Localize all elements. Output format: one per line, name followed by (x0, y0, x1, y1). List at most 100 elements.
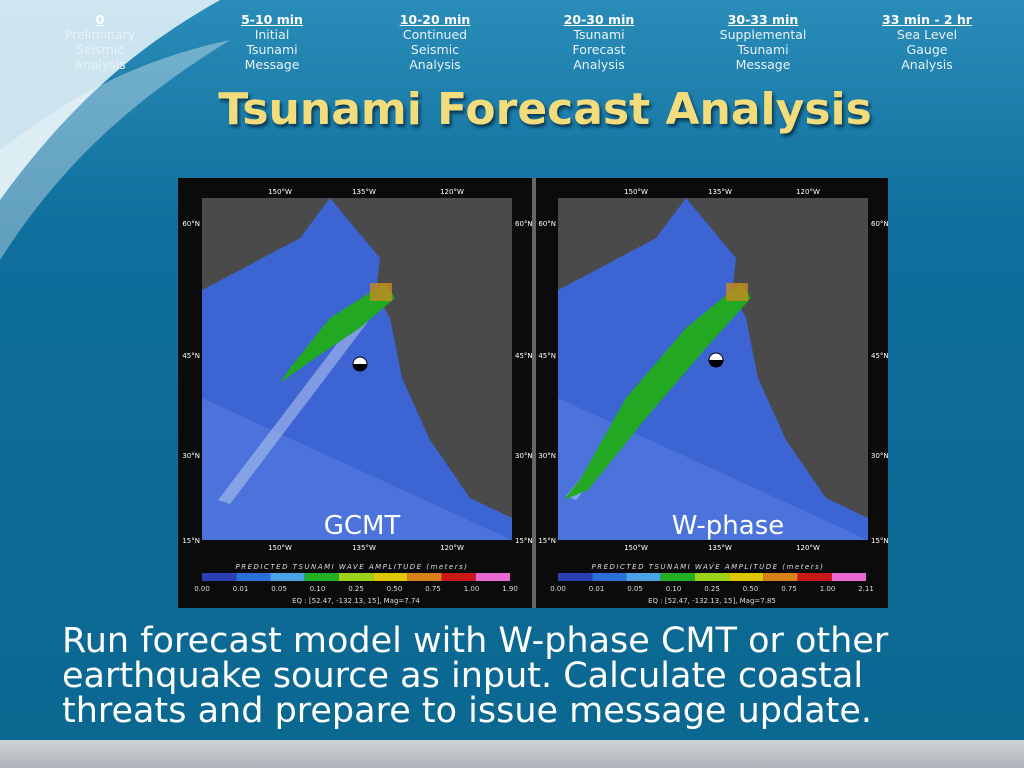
step-label: Forecast (572, 42, 626, 57)
latitude-label: 60°N (538, 220, 556, 228)
step-label: Analysis (573, 57, 625, 72)
longitude-label: 150°W (268, 544, 292, 552)
latitude-label: 15°N (871, 537, 888, 545)
colorbar-label: 0.10 (666, 585, 682, 593)
colorbar-segment (592, 573, 627, 581)
latitude-label: 30°N (538, 452, 556, 460)
streak (218, 290, 386, 504)
colorbar-label: 0.75 (425, 585, 441, 593)
plume (564, 283, 751, 500)
colorbar-label: 0.25 (348, 585, 364, 593)
longitude-label: 120°W (796, 544, 820, 552)
colorbar-segment (304, 573, 339, 581)
body-line: threats and prepare to issue message upd… (62, 691, 873, 731)
colorbar-label: 0.75 (781, 585, 797, 593)
longitude-label: 150°W (624, 544, 648, 552)
colorbar-segment (660, 573, 695, 581)
latitude-label: 45°N (182, 352, 200, 360)
colorbar-segment (236, 573, 271, 581)
colorbar-label: 0.05 (627, 585, 643, 593)
colorbar-label: 1.00 (464, 585, 480, 593)
step-label: Tsunami (737, 42, 789, 57)
footer-bar (0, 740, 1024, 768)
latitude-label: 45°N (871, 352, 888, 360)
colorbar-segment (558, 573, 593, 581)
step-label: Analysis (901, 57, 953, 72)
step-label: Tsunami (246, 42, 298, 57)
panel-label: GCMT (324, 511, 401, 541)
event-caption: EQ : [52.47, -132.13, 15], Mag=7.74 (292, 597, 420, 605)
colorbar-segment (407, 573, 442, 581)
map-panel: 150°W 150°W 135°W 135°W 120°W 120°W 60°N 60°N 45… (538, 188, 888, 605)
source-box (370, 283, 392, 301)
colorbar-segment (831, 573, 866, 581)
colorbar-segment (202, 573, 237, 581)
land (330, 198, 512, 518)
colorbar-label: 0.05 (271, 585, 287, 593)
latitude-label: 15°N (538, 537, 556, 545)
beachball-fill (353, 364, 367, 371)
body-text: Run forecast model with W-phase CMT or o… (62, 624, 888, 729)
event-caption: EQ : [52.47, -132.13, 15], Mag=7.85 (648, 597, 776, 605)
colorbar-label: 0.25 (704, 585, 720, 593)
colorbar-segment (763, 573, 798, 581)
step-time: 0 (95, 12, 105, 27)
timeline-step: 10-20 min Continued Seismic Analysis (360, 12, 510, 72)
body-line: Run forecast model with W-phase CMT or o… (62, 621, 889, 661)
step-label: Message (735, 57, 791, 72)
step-label: Gauge (906, 42, 948, 57)
latitude-label: 30°N (871, 452, 888, 460)
colorbar-label: 0.01 (233, 585, 249, 593)
forecast-maps: 150°W 150°W 135°W 135°W 120°W 120°W 60°N 60°N 45… (178, 178, 888, 608)
step-label: Seismic (75, 42, 125, 57)
beachball-fill (709, 360, 723, 367)
longitude-label: 135°W (708, 188, 732, 196)
body-line: earthquake source as input. Calculate co… (62, 656, 864, 696)
latitude-label: 60°N (871, 220, 888, 228)
longitude-label: 150°W (624, 188, 648, 196)
land (558, 198, 686, 290)
latitude-label: 45°N (515, 352, 533, 360)
longitude-label: 120°W (440, 188, 464, 196)
map-panel: 150°W 150°W 135°W 135°W 120°W 120°W 60°N 60°N 45… (182, 188, 532, 605)
legend-title: PREDICTED TSUNAMI WAVE AMPLITUDE (meters… (592, 563, 825, 571)
step-label: Initial (254, 27, 290, 42)
step-label: Message (244, 57, 300, 72)
plume (280, 283, 395, 383)
step-time: 33 min - 2 hr (882, 12, 972, 27)
colorbar-label: 1.90 (502, 585, 518, 593)
slide-title: Tsunami Forecast Analysis (218, 84, 872, 135)
longitude-label: 135°W (352, 544, 376, 552)
colorbar-label: 0.50 (743, 585, 759, 593)
longitude-label: 120°W (796, 188, 820, 196)
colorbar-segment (270, 573, 305, 581)
step-time: 20-30 min (563, 12, 635, 27)
source-box (726, 283, 748, 301)
colorbar-segment (441, 573, 476, 581)
timeline-step: 0 Preliminary Seismic Analysis (25, 12, 175, 72)
land (202, 198, 330, 290)
colorbar-segment (373, 573, 408, 581)
step-label: Seismic (410, 42, 460, 57)
ocean-shade (558, 398, 868, 540)
legend-title: PREDICTED TSUNAMI WAVE AMPLITUDE (meters… (236, 563, 469, 571)
colorbar-label: 1.00 (820, 585, 836, 593)
longitude-label: 135°W (352, 188, 376, 196)
longitude-label: 135°W (708, 544, 732, 552)
step-label: Analysis (74, 57, 126, 72)
timeline-step: 20-30 min Tsunami Forecast Analysis (524, 12, 674, 72)
colorbar-label: 0.50 (387, 585, 403, 593)
longitude-label: 150°W (268, 188, 292, 196)
colorbar-segment (475, 573, 510, 581)
step-label: Sea Level (896, 27, 958, 42)
step-label: Continued (402, 27, 468, 42)
colorbar-segment (694, 573, 730, 581)
latitude-label: 15°N (182, 537, 200, 545)
step-label: Preliminary (64, 27, 136, 42)
colorbar-label: 0.01 (589, 585, 605, 593)
latitude-label: 15°N (515, 537, 533, 545)
latitude-label: 30°N (515, 452, 533, 460)
timeline-step: 30-33 min Supplemental Tsunami Message (688, 12, 838, 72)
